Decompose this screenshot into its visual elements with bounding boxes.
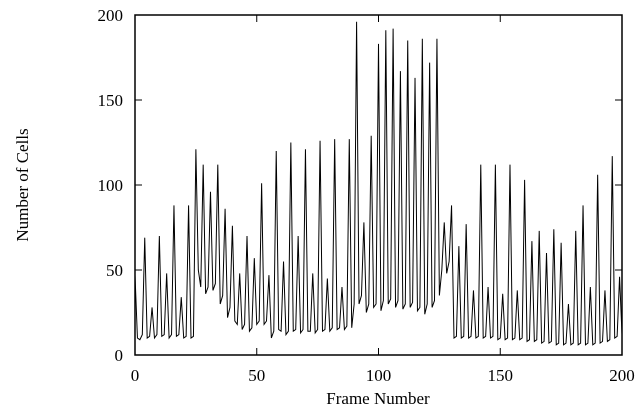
- x-axis-label: Frame Number: [326, 389, 430, 408]
- data-line: [134, 21, 623, 346]
- y-tick-label: 0: [115, 346, 124, 365]
- x-tick-label: 200: [609, 366, 635, 385]
- y-axis-label: Number of Cells: [13, 128, 32, 241]
- y-tick-label: 50: [106, 261, 123, 280]
- y-tick-label: 150: [98, 91, 124, 110]
- y-tick-label: 200: [98, 6, 124, 25]
- y-tick-label: 100: [98, 176, 124, 195]
- x-tick-label: 50: [248, 366, 265, 385]
- x-tick-label: 150: [488, 366, 514, 385]
- x-tick-label: 100: [366, 366, 392, 385]
- x-tick-label: 0: [131, 366, 140, 385]
